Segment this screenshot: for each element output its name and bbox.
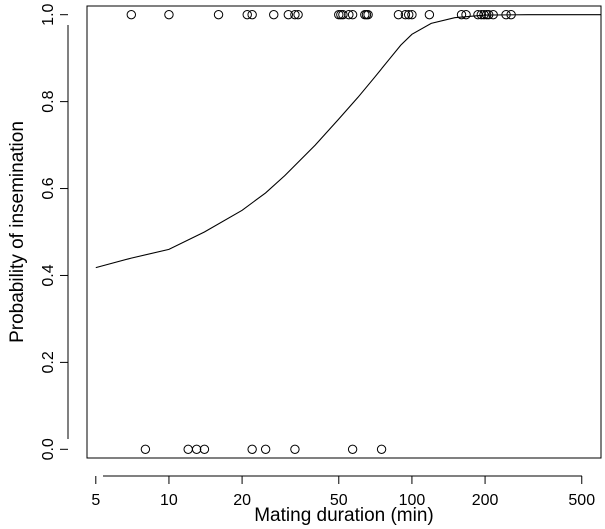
data-point <box>140 444 151 455</box>
data-point <box>476 9 487 20</box>
data-point <box>506 9 516 20</box>
x-tick-label: 5 <box>91 492 100 509</box>
data-point <box>404 9 414 20</box>
data-point <box>336 9 346 20</box>
data-point <box>290 9 300 20</box>
data-point <box>293 9 303 20</box>
fitted-curve <box>95 14 601 269</box>
data-point <box>456 9 467 20</box>
data-point <box>290 444 300 455</box>
x-tick-label: 100 <box>399 492 426 509</box>
x-tick-label: 10 <box>160 492 178 509</box>
data-point <box>483 9 494 20</box>
data-point <box>283 9 294 20</box>
data-point <box>347 9 358 20</box>
fit-curve-layer <box>95 14 601 269</box>
y-tick-label: 1.0 <box>40 3 57 25</box>
data-point <box>213 9 224 20</box>
y-tick-label: 0.4 <box>40 264 57 286</box>
data-point <box>393 9 404 20</box>
data-point <box>501 9 511 20</box>
y-tick-label: 0.8 <box>40 90 57 112</box>
y-tick-label: 0.0 <box>40 438 57 460</box>
x-tick-label: 500 <box>568 492 595 509</box>
y-axis-label: Probability of insemination <box>7 121 28 343</box>
y-tick-label: 0.6 <box>40 177 57 199</box>
data-point <box>488 9 498 20</box>
data-point <box>247 9 257 20</box>
data-point <box>344 9 354 20</box>
y-tick-label: 0.2 <box>40 351 57 373</box>
data-point <box>407 9 417 20</box>
points-layer <box>126 9 516 455</box>
y-axis: 0.0 0.2 0.4 0.6 0.8 1.0 <box>40 3 69 460</box>
data-point <box>247 444 257 455</box>
data-point <box>126 9 137 20</box>
data-point <box>260 444 271 455</box>
data-point <box>363 9 373 20</box>
x-tick-label: 200 <box>472 492 499 509</box>
data-point <box>376 444 387 455</box>
x-tick-label: 50 <box>330 492 348 509</box>
data-point <box>164 9 174 20</box>
data-point <box>269 9 279 20</box>
data-point <box>338 9 348 20</box>
x-axis-label: Mating duration (min) <box>254 505 434 526</box>
data-point <box>183 444 193 455</box>
data-point <box>479 9 489 20</box>
data-point <box>242 9 252 20</box>
data-point <box>347 444 358 455</box>
data-point <box>461 9 471 20</box>
data-point <box>199 444 210 455</box>
plot-frame <box>86 5 602 459</box>
x-axis: 5 10 20 50 100 200 500 <box>91 475 595 509</box>
data-point <box>400 9 411 20</box>
data-point <box>191 444 202 455</box>
x-tick-label: 20 <box>233 492 251 509</box>
data-point <box>424 9 435 20</box>
